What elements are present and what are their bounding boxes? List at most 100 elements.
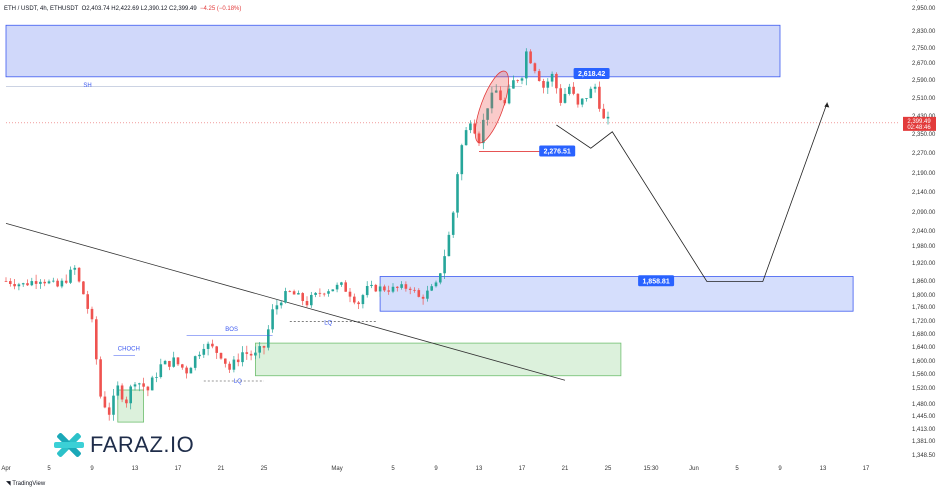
candle-body — [576, 93, 580, 105]
candle-body — [271, 309, 274, 330]
candle-body — [344, 282, 347, 292]
candle-body — [533, 63, 537, 72]
candle-body — [353, 296, 356, 303]
candle-body — [413, 289, 416, 291]
candle-body — [606, 116, 610, 119]
annotation-choch: CHOCH — [118, 347, 140, 353]
candle-body — [99, 359, 102, 397]
candle-body — [374, 284, 378, 292]
candle-body — [550, 73, 554, 82]
y-tick-label: 1,318.50 — [912, 0, 936, 2]
candle-body — [95, 319, 98, 360]
candle-body — [219, 352, 223, 359]
candle-body — [580, 98, 584, 105]
candle-body — [383, 286, 386, 291]
candle-body — [64, 280, 68, 283]
annotation-sh: SH — [83, 83, 91, 89]
y-tick-label: 1,348.50 — [912, 453, 936, 459]
candle-body — [129, 386, 132, 404]
candle-body — [520, 78, 524, 81]
supply-zone — [5, 24, 781, 78]
candle-body — [241, 352, 244, 363]
demand-zone-upper — [379, 276, 854, 312]
y-tick-label: 2,590.00 — [912, 78, 936, 84]
candle-body — [163, 360, 167, 365]
projection-arrowhead — [824, 102, 830, 108]
x-tick-label: 21 — [562, 466, 569, 472]
annotation-lq: LQ — [324, 320, 332, 326]
annotation-lq: LQ — [234, 379, 242, 385]
candle-body — [56, 280, 59, 287]
candle-body — [434, 282, 438, 287]
price-callout-label: 2,276.51 — [544, 148, 571, 155]
candle-body — [228, 363, 231, 370]
x-tick-label: Apr — [1, 466, 10, 472]
x-tick-label: 15:30 — [643, 466, 659, 472]
candle-body — [546, 81, 550, 88]
candle-body — [585, 98, 588, 99]
candle-body — [464, 130, 468, 146]
symbol-label[interactable]: ETH / USDT, 4h, ETHUSDT — [4, 6, 79, 12]
candle-body — [168, 360, 171, 367]
candle-body — [357, 302, 360, 305]
candle-body — [460, 145, 464, 175]
last-price-timer: 02:48:46 — [907, 125, 931, 131]
candle-body — [292, 291, 296, 295]
candle-body — [314, 292, 317, 295]
y-tick-label: 2,750.00 — [912, 46, 936, 52]
candle-body — [138, 383, 141, 385]
candle-body — [206, 343, 210, 349]
candle-body — [202, 348, 206, 355]
y-tick-label: 1,860.00 — [912, 279, 936, 285]
candle-body — [236, 359, 240, 363]
candle-body — [430, 286, 433, 291]
last-price-value: 2,399.49 — [907, 119, 931, 125]
x-tick-label: May — [331, 466, 342, 472]
candle-body — [589, 88, 593, 99]
y-tick-label: 1,600.00 — [912, 359, 936, 365]
highlight-ellipse — [474, 70, 509, 144]
y-tick-label: 1,720.00 — [912, 319, 936, 325]
candle-body — [34, 281, 38, 284]
x-tick-label: 13 — [132, 466, 139, 472]
candle-body — [146, 386, 150, 391]
y-tick-label: 1,480.00 — [912, 402, 936, 408]
price-callout-box — [638, 275, 675, 287]
candle-body — [125, 399, 128, 404]
y-tick-label: 2,510.00 — [912, 96, 936, 102]
candle-body — [404, 284, 408, 289]
x-tick-label: 21 — [218, 466, 225, 472]
price-callout-box — [573, 67, 610, 79]
candle-body — [512, 80, 515, 89]
candle-body — [288, 291, 292, 292]
chart-header: ETH / USDT, 4h, ETHUSDT O2,403.74 H2,422… — [4, 6, 241, 12]
candle-body — [482, 119, 485, 144]
candle-body — [537, 71, 541, 81]
candle-body — [262, 346, 266, 348]
x-tick-label: 9 — [778, 466, 782, 472]
y-tick-label: 1,640.00 — [912, 345, 936, 351]
candle-body — [421, 296, 425, 299]
candle-body — [365, 286, 369, 296]
candle-body — [387, 290, 390, 292]
price-callout: 2,276.51 — [539, 145, 576, 157]
candle-body — [499, 90, 502, 101]
candle-body — [107, 407, 111, 415]
last-price-badge — [903, 116, 936, 131]
candle-body — [361, 295, 365, 305]
price-callout-label: 1,858.81 — [642, 278, 669, 285]
candle-body — [391, 286, 395, 292]
candle-body — [150, 377, 154, 391]
candle-body — [176, 357, 180, 365]
candle-body — [275, 305, 279, 310]
candle-body — [507, 88, 511, 104]
candle-body — [43, 281, 46, 284]
candle-body — [473, 123, 476, 134]
price-change: −4.25 (−0.18%) — [200, 6, 242, 12]
x-tick-label: 9 — [90, 466, 94, 472]
candle-body — [9, 281, 12, 285]
y-tick-label: 2,270.00 — [912, 151, 936, 157]
y-tick-label: 2,950.00 — [912, 6, 936, 12]
candle-body — [133, 384, 137, 387]
